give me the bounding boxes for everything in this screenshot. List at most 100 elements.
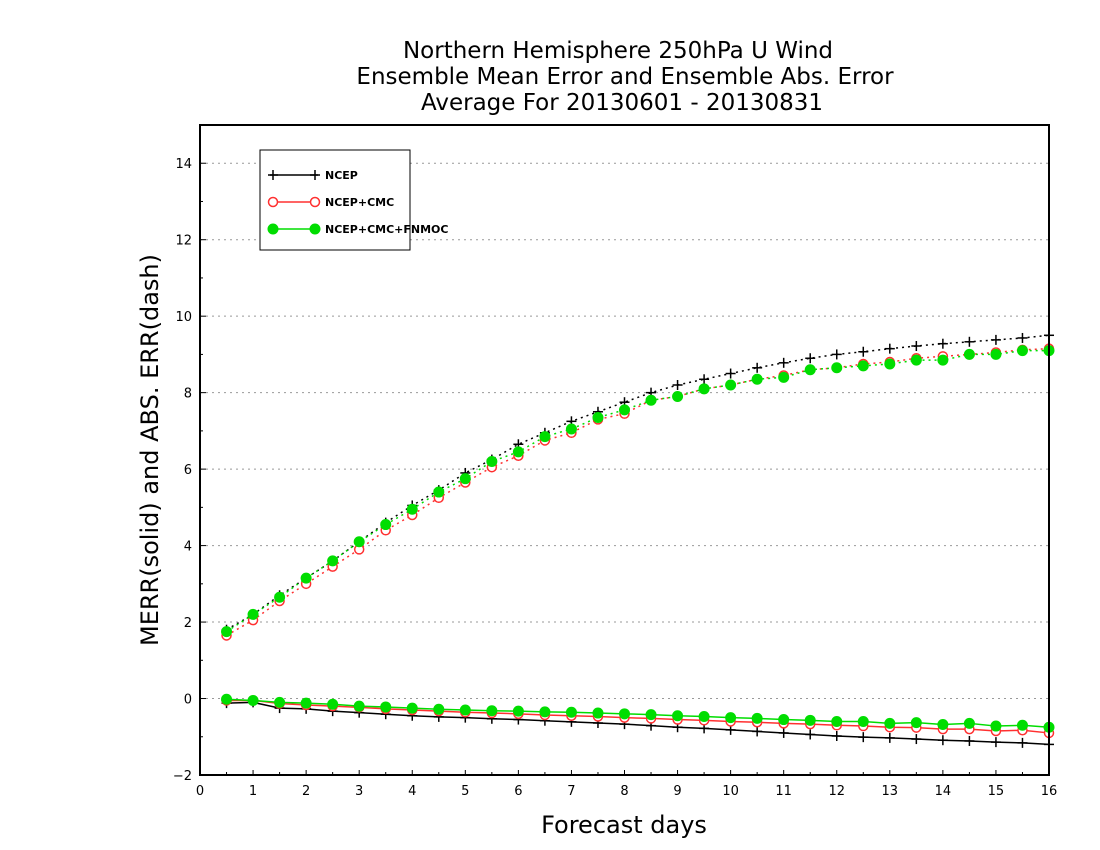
abs-err-point — [592, 412, 604, 423]
abs-err-point — [831, 362, 843, 374]
series-ncep — [221, 330, 1054, 750]
legend-entry: NCEP+CMC — [267, 196, 394, 209]
x-tick-label: 9 — [673, 784, 681, 799]
merr-point — [380, 701, 392, 713]
merr-point — [592, 707, 604, 719]
abs-err-point — [778, 371, 790, 383]
x-tick-label: 10 — [722, 784, 739, 799]
merr-point — [804, 714, 816, 726]
merr-point — [619, 708, 630, 720]
chart-title: Northern Hemisphere 250hPa U Wind Ensemb… — [356, 38, 894, 116]
merr-point — [1016, 719, 1028, 731]
merr-point — [831, 731, 842, 741]
merr-point — [963, 717, 975, 729]
merr-point — [406, 702, 418, 714]
y-tick-label: 10 — [175, 310, 192, 325]
series-ncep-cmc — [221, 343, 1055, 739]
legend-entry: NCEP+CMC+FNMOC — [267, 223, 448, 236]
x-axis: 0 1 2 3 4 5 6 7 8 9 10 11 12 13 14 15 16 — [196, 770, 1057, 799]
title-line-2: Ensemble Mean Error and Ensemble Abs. Er… — [356, 64, 894, 90]
legend-marker — [310, 170, 320, 180]
x-tick-label: 16 — [1041, 784, 1058, 799]
x-tick-label: 2 — [302, 784, 310, 799]
legend-marker — [267, 223, 279, 235]
merr-point — [221, 693, 233, 705]
abs-err-point — [699, 374, 710, 385]
abs-err-point — [1016, 345, 1028, 357]
title-line-1: Northern Hemisphere 250hPa U Wind — [403, 38, 833, 64]
abs-err-point — [857, 360, 869, 372]
x-tick-label: 6 — [514, 784, 522, 799]
y-tick-label: 0 — [184, 693, 192, 708]
abs-err-point — [698, 383, 710, 395]
y-tick-label: 12 — [175, 234, 192, 249]
y-tick-label: 4 — [184, 540, 192, 555]
merr-point — [911, 734, 922, 745]
merr-point — [300, 697, 312, 709]
abs-err-line — [226, 347, 1050, 637]
merr-point — [805, 729, 816, 740]
abs-err-point — [645, 394, 657, 406]
merr-point — [433, 703, 445, 715]
abs-err-point — [247, 608, 259, 620]
y-tick-label: 14 — [175, 157, 192, 172]
abs-err-point — [619, 404, 630, 416]
abs-err-point — [963, 348, 975, 360]
y-axis: −2 0 2 4 6 8 10 12 14 — [173, 157, 206, 784]
legend-marker — [309, 196, 321, 208]
merr-point — [512, 705, 524, 717]
x-tick-label: 15 — [988, 784, 1005, 799]
x-tick-label: 11 — [775, 784, 792, 799]
abs-err-point — [327, 555, 339, 567]
gridlines — [200, 162, 1049, 776]
x-tick-label: 3 — [355, 784, 363, 799]
merr-point — [884, 717, 896, 729]
abs-err-line — [226, 349, 1049, 633]
merr-point — [990, 737, 1001, 748]
merr-point — [752, 726, 763, 737]
merr-point — [857, 715, 869, 727]
series-layer — [221, 330, 1055, 750]
abs-err-point — [725, 379, 737, 391]
merr-point — [964, 735, 975, 746]
y-tick-label: 6 — [184, 463, 192, 478]
abs-err-point — [805, 353, 816, 364]
abs-err-point — [1017, 332, 1028, 343]
merr-point — [1017, 737, 1028, 748]
abs-err-point — [990, 348, 1002, 360]
merr-point — [274, 696, 286, 708]
merr-point — [831, 715, 843, 727]
abs-err-point — [672, 390, 684, 402]
abs-err-point — [751, 373, 763, 385]
abs-err-point — [937, 354, 949, 366]
abs-err-point — [353, 536, 365, 548]
merr-point — [778, 727, 789, 738]
y-tick-label: −2 — [173, 769, 192, 784]
merr-point — [884, 732, 895, 743]
series-ncep-cmc-fnmoc — [221, 345, 1055, 733]
legend-box — [259, 149, 411, 251]
x-tick-label: 0 — [196, 784, 204, 799]
x-tick-label: 13 — [882, 784, 899, 799]
merr-point — [858, 732, 869, 743]
merr-point — [937, 735, 948, 746]
abs-err-point — [539, 431, 551, 443]
merr-point — [698, 711, 710, 722]
x-tick-label: 1 — [249, 784, 257, 799]
x-tick-label: 14 — [935, 784, 952, 799]
legend-label: NCEP — [325, 169, 358, 182]
legend-marker — [309, 223, 321, 235]
legend: NCEP NCEP+CMC NCEP+CMC+FNMOC — [259, 149, 448, 251]
x-tick-label: 4 — [408, 784, 416, 799]
abs-err-point — [380, 519, 392, 531]
legend-marker — [268, 170, 278, 180]
abs-err-point — [990, 334, 1001, 345]
abs-err-point — [804, 364, 816, 376]
merr-point — [645, 709, 657, 721]
legend-label: NCEP+CMC+FNMOC — [325, 223, 448, 236]
abs-err-point — [858, 346, 869, 357]
abs-err-point — [964, 336, 975, 347]
abs-err-point — [778, 357, 789, 368]
x-tick-label: 5 — [461, 784, 469, 799]
